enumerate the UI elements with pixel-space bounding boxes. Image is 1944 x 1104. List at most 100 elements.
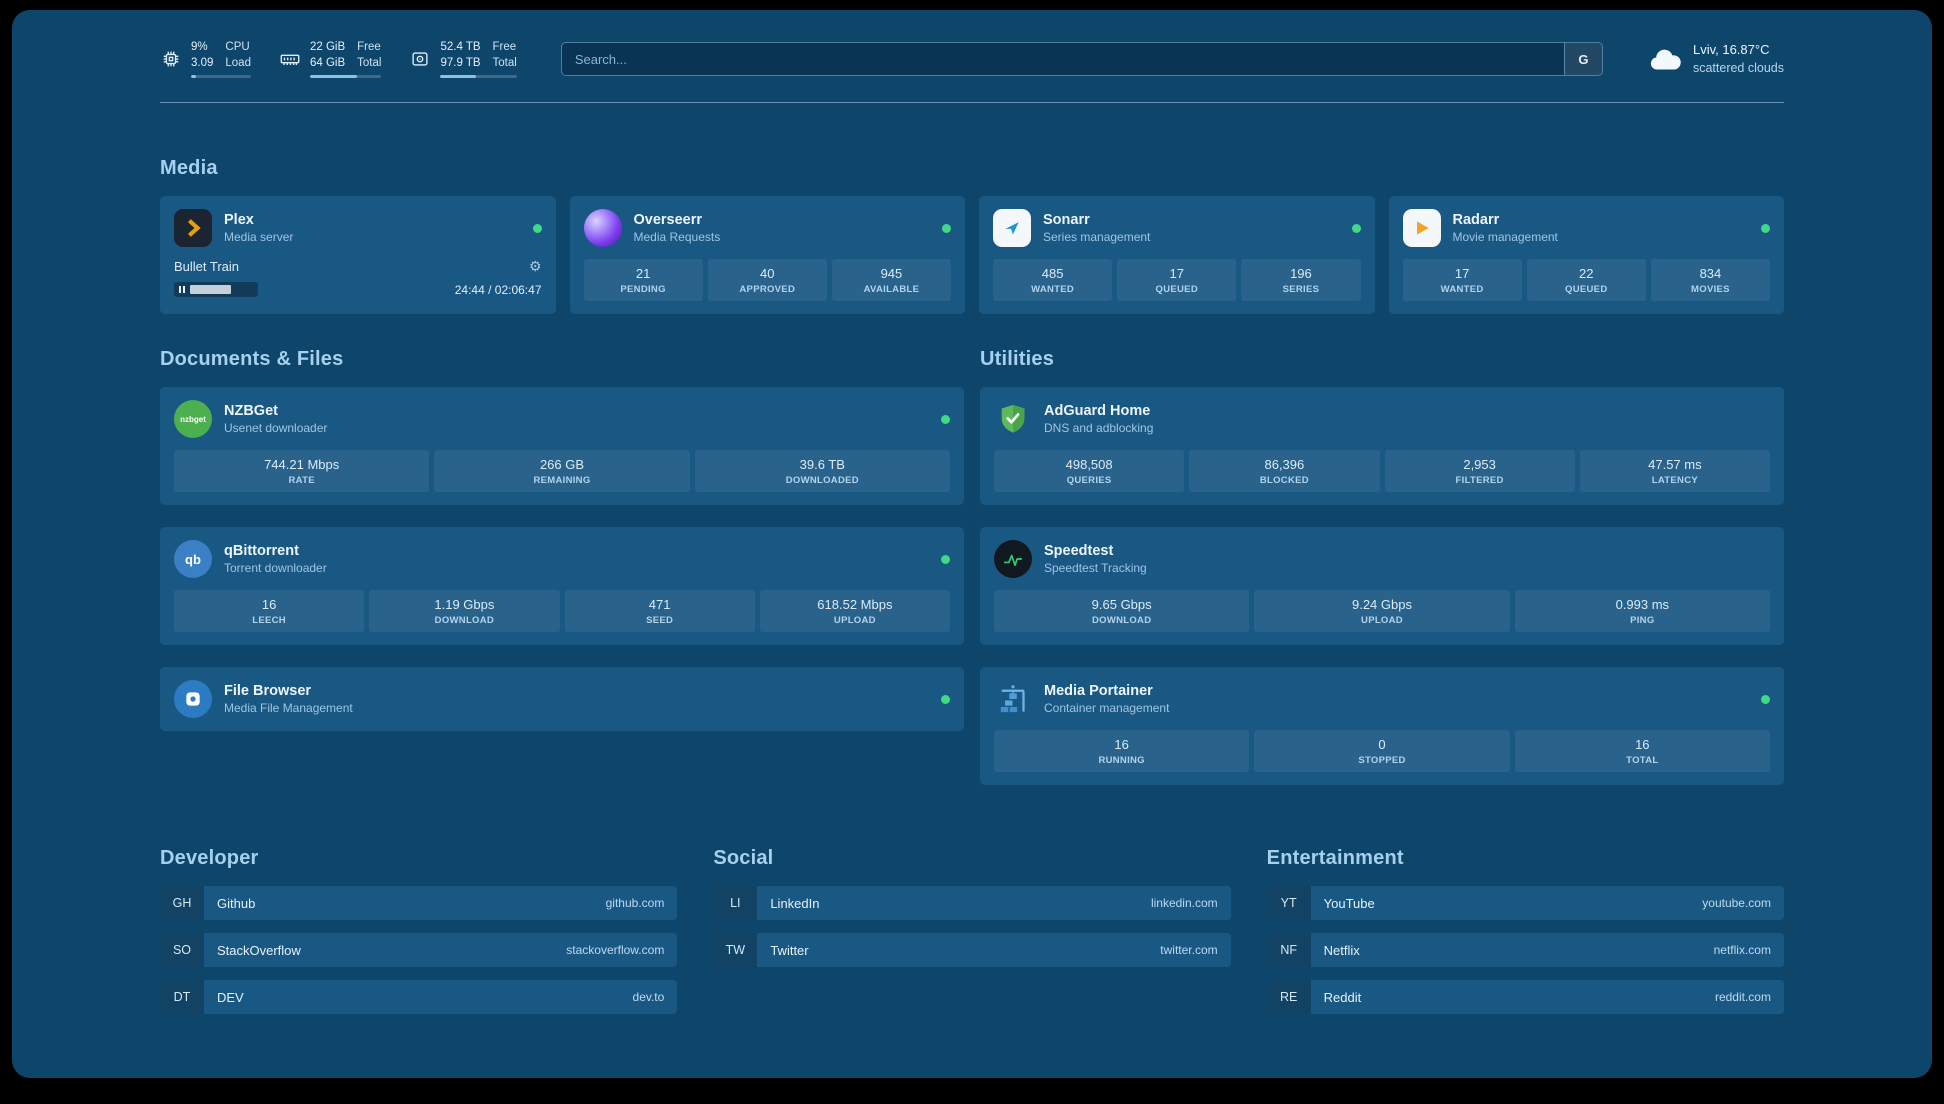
stat-queries: 498,508 QUERIES (994, 450, 1185, 493)
plex-icon (174, 209, 212, 248)
service-card-plex[interactable]: Plex Media server Bullet Train ⚙ (160, 196, 556, 315)
service-card-filebrowser[interactable]: File Browser Media File Management (160, 667, 964, 732)
media-section-title: Media (160, 157, 218, 180)
service-subtitle: DNS and adblocking (1044, 421, 1154, 436)
memory-label-bottom: Total (357, 56, 382, 69)
service-title: Plex (224, 212, 254, 229)
bookmark-reddit[interactable]: RE Reddit reddit.com (1266, 980, 1784, 1015)
bookmark-linkedin[interactable]: LI LinkedIn linkedin.com (713, 886, 1231, 921)
bookmark-name: YouTube (1323, 895, 1375, 911)
weather-condition: scattered clouds (1692, 61, 1784, 76)
documents-section: Documents & Files nzbget NZBGet Usenet d… (160, 348, 964, 785)
bookmark-abbr: RE (1266, 980, 1311, 1015)
cloud-icon (1647, 44, 1683, 74)
bookmark-abbr: SO (160, 933, 204, 968)
stat-download: 9.65 Gbps DOWNLOAD (994, 590, 1250, 633)
search-input[interactable] (561, 43, 1564, 76)
cpu-icon (160, 48, 182, 70)
radarr-icon (1402, 209, 1441, 248)
service-subtitle: Usenet downloader (224, 421, 328, 436)
bookmark-domain: linkedin.com (1150, 896, 1218, 911)
service-card-nzbget[interactable]: nzbget NZBGet Usenet downloader 744.21 M… (160, 387, 964, 506)
stat-stopped: 0 STOPPED (1254, 730, 1510, 773)
bookmarks-title: Social (713, 847, 774, 870)
bookmark-youtube[interactable]: YT YouTube youtube.com (1266, 886, 1784, 921)
adguard-icon (994, 400, 1032, 438)
bookmark-domain: youtube.com (1702, 896, 1771, 911)
portainer-icon (994, 680, 1032, 718)
service-subtitle: Series management (1043, 230, 1151, 245)
bookmark-github[interactable]: GH Github github.com (160, 886, 678, 921)
bookmark-name: StackOverflow (217, 942, 301, 958)
status-dot (941, 694, 950, 704)
bookmark-domain: dev.to (632, 990, 665, 1005)
search-provider-button[interactable]: G (1563, 43, 1602, 76)
disk-free-value: 52.4 TB (440, 41, 481, 53)
service-title: Media Portainer (1044, 683, 1153, 700)
stat-upload: 618.52 Mbps UPLOAD (759, 590, 950, 633)
service-card-speedtest[interactable]: Speedtest Speedtest Tracking 9.65 Gbps DO… (980, 527, 1784, 646)
service-subtitle: Container management (1044, 701, 1170, 716)
now-playing-title: Bullet Train (174, 259, 240, 275)
service-card-sonarr[interactable]: Sonarr Series management 485 WANTED 17 QUE… (979, 196, 1375, 315)
stat-wanted: 17 WANTED (1402, 259, 1522, 302)
stat-ping: 0.993 ms PING (1514, 590, 1770, 633)
memory-label-top: Free (357, 41, 381, 53)
bookmarks-title: Developer (160, 847, 259, 870)
stat-queued: 22 QUEUED (1526, 259, 1646, 302)
service-card-adguard[interactable]: AdGuard Home DNS and adblocking 498,508 Q… (980, 387, 1784, 506)
bookmark-domain: reddit.com (1714, 990, 1771, 1005)
service-subtitle: Torrent downloader (224, 561, 327, 576)
service-title: AdGuard Home (1044, 403, 1151, 420)
playback-time: 24:44 / 02:06:47 (454, 282, 542, 297)
cpu-load-value: 3.09 (191, 56, 214, 69)
memory-total-value: 64 GiB (309, 56, 346, 69)
resource-widgets: 9% 3.09 CPU Load (160, 40, 517, 79)
bookmark-abbr: NF (1266, 933, 1311, 968)
weather-location: Lviv, 16.87°C (1692, 41, 1770, 57)
bookmark-domain: github.com (605, 896, 665, 911)
status-dot (1351, 223, 1361, 233)
stat-running: 16 RUNNING (994, 730, 1250, 773)
pause-button[interactable] (174, 282, 258, 298)
bookmark-name: Reddit (1323, 989, 1362, 1005)
stat-filtered: 2,953 FILTERED (1384, 450, 1575, 493)
service-card-portainer[interactable]: Media Portainer Container management 16 R… (980, 667, 1784, 786)
service-card-radarr[interactable]: Radarr Movie management 17 WANTED 22 QUEUE… (1388, 196, 1784, 315)
bookmark-netflix[interactable]: NF Netflix netflix.com (1266, 933, 1784, 968)
sonarr-icon (993, 209, 1031, 248)
stat-approved: 40 APPROVED (707, 259, 827, 302)
stat-series: 196 SERIES (1241, 259, 1361, 302)
service-title: NZBGet (224, 403, 278, 420)
weather-widget[interactable]: Lviv, 16.87°C scattered clouds (1647, 41, 1784, 78)
bookmark-stackoverflow[interactable]: SO StackOverflow stackoverflow.com (160, 933, 678, 968)
bookmark-dev[interactable]: DT DEV dev.to (160, 980, 678, 1015)
stat-download: 1.19 Gbps DOWNLOAD (369, 590, 560, 633)
bookmarks-title: Entertainment (1266, 847, 1404, 870)
bookmark-domain: twitter.com (1160, 943, 1218, 958)
top-bar: 9% 3.09 CPU Load (160, 40, 1784, 79)
utilities-section: Utilities (980, 348, 1784, 786)
stat-upload: 9.24 Gbps UPLOAD (1254, 590, 1510, 633)
bookmark-abbr: YT (1266, 886, 1311, 921)
media-section: Media Plex Media server (160, 157, 1784, 315)
stat-movies: 834 MOVIES (1650, 259, 1771, 302)
service-subtitle: Media server (224, 230, 294, 245)
cpu-usage-bar (191, 75, 251, 79)
dashboard-page: 9% 3.09 CPU Load (12, 10, 1932, 1078)
speedtest-icon (994, 540, 1032, 579)
disk-label-bottom: Total (492, 56, 517, 69)
stat-blocked: 86,396 BLOCKED (1189, 450, 1380, 493)
overseerr-icon (583, 209, 622, 248)
stat-wanted: 485 WANTED (993, 259, 1113, 302)
bookmark-name: Netflix (1323, 942, 1360, 958)
service-title: File Browser (224, 683, 312, 700)
status-dot (532, 223, 542, 233)
service-card-qbittorrent[interactable]: qb qBittorrent Torrent downloader 16 LEEC… (160, 527, 964, 646)
gear-icon[interactable]: ⚙ (528, 258, 542, 275)
cpu-widget: 9% 3.09 CPU Load (160, 40, 251, 79)
stat-available: 945 AVAILABLE (831, 259, 952, 302)
stat-pending: 21 PENDING (583, 259, 703, 302)
bookmark-twitter[interactable]: TW Twitter twitter.com (713, 933, 1231, 968)
service-card-overseerr[interactable]: Overseerr Media Requests 21 PENDING 40 APP… (569, 196, 965, 315)
